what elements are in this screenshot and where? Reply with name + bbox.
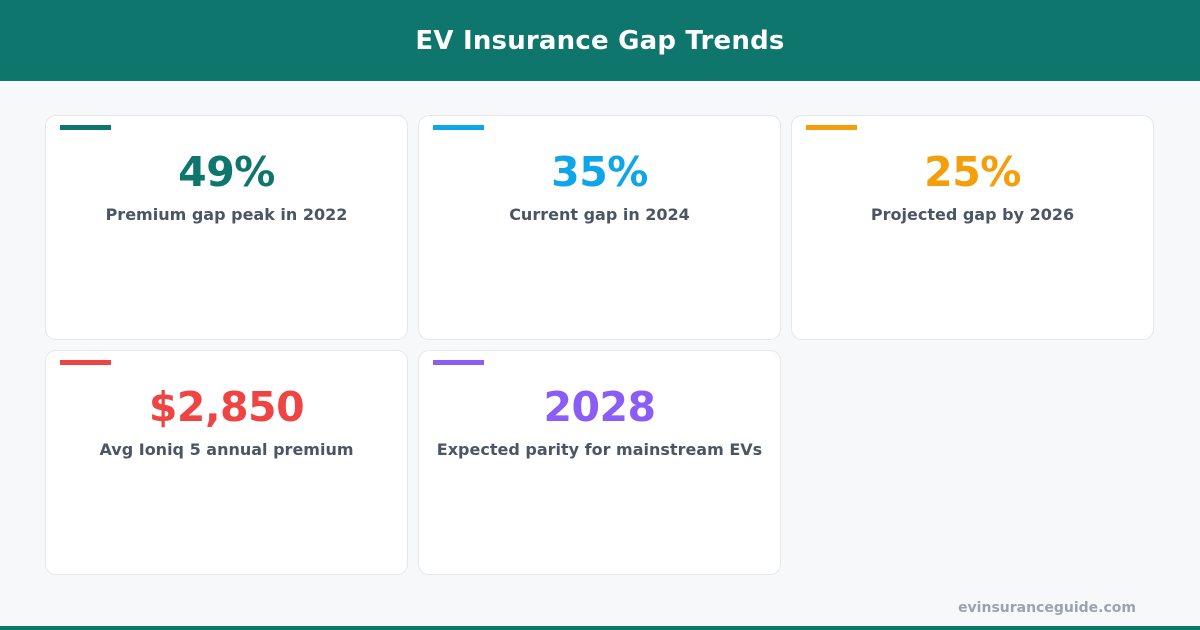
stat-card-expected-parity: 2028 Expected parity for mainstream EVs bbox=[418, 350, 781, 575]
stat-label: Projected gap by 2026 bbox=[870, 205, 1075, 224]
stat-value: 35% bbox=[551, 148, 648, 196]
stat-value: 49% bbox=[178, 148, 275, 196]
stat-value: 25% bbox=[924, 148, 1021, 196]
card-accent-bar bbox=[433, 125, 484, 130]
stat-value: $2,850 bbox=[148, 383, 305, 431]
stat-label: Expected parity for mainstream EVs bbox=[436, 440, 763, 459]
card-accent-bar bbox=[433, 360, 484, 365]
header-banner: EV Insurance Gap Trends bbox=[0, 0, 1200, 81]
stat-card-avg-premium: $2,850 Avg Ioniq 5 annual premium bbox=[45, 350, 408, 575]
card-accent-bar bbox=[60, 125, 111, 130]
footer-bar bbox=[0, 626, 1200, 630]
stat-label: Premium gap peak in 2022 bbox=[105, 205, 348, 224]
card-accent-bar bbox=[806, 125, 857, 130]
stat-label: Current gap in 2024 bbox=[509, 205, 690, 224]
stat-card-premium-gap-peak: 49% Premium gap peak in 2022 bbox=[45, 115, 408, 340]
stat-card-projected-gap: 25% Projected gap by 2026 bbox=[791, 115, 1154, 340]
page-title: EV Insurance Gap Trends bbox=[415, 25, 785, 56]
stat-value: 2028 bbox=[543, 383, 656, 431]
stat-card-current-gap: 35% Current gap in 2024 bbox=[418, 115, 781, 340]
stat-label: Avg Ioniq 5 annual premium bbox=[99, 440, 354, 459]
footer-domain-link[interactable]: evinsuranceguide.com bbox=[958, 600, 1136, 616]
card-accent-bar bbox=[60, 360, 111, 365]
